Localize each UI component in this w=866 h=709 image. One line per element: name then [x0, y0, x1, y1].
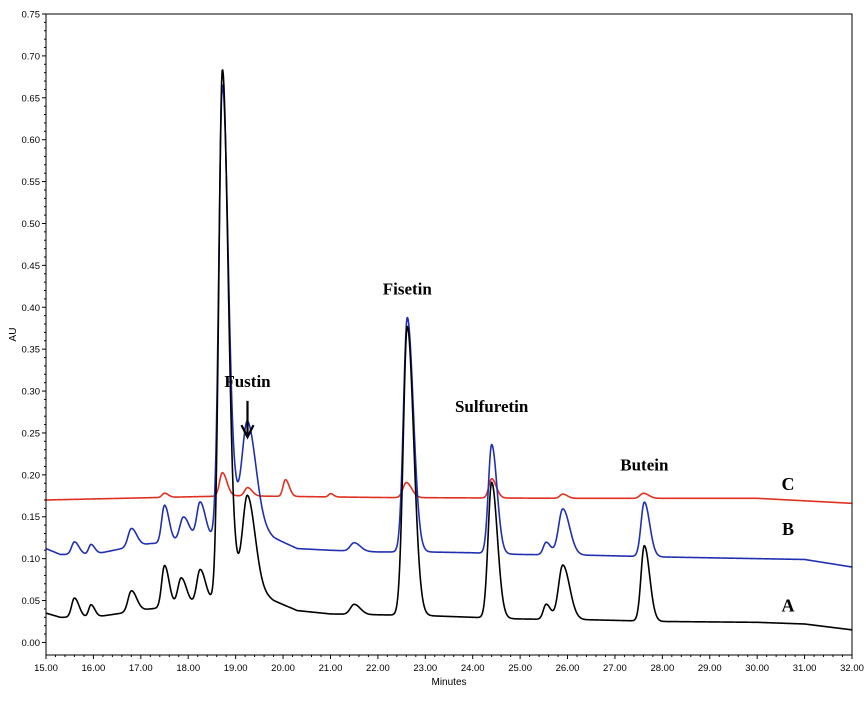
- peak-label: Sulfuretin: [455, 397, 529, 416]
- x-axis-ticks: 15.00 16.00 17.00 18.00 19.00 20.00 21.00 22.00…: [34, 655, 864, 674]
- x-tick-label: 32.00: [840, 663, 864, 674]
- x-tick-label: 16.00: [82, 663, 106, 674]
- peak-label: Fisetin: [383, 280, 433, 299]
- trace-B: [45, 84, 853, 568]
- x-tick-label: 21.00: [319, 663, 343, 674]
- y-tick-label: 0.35: [22, 345, 41, 356]
- y-tick-label: 0.70: [22, 51, 41, 62]
- x-tick-label: 30.00: [745, 663, 769, 674]
- y-tick-label: 0.05: [22, 596, 41, 607]
- x-tick-label: 19.00: [224, 663, 248, 674]
- trace-A: [45, 69, 853, 631]
- y-tick-label: 0.65: [22, 93, 41, 104]
- trace-label-A: A: [781, 595, 794, 615]
- x-tick-label: 20.00: [271, 663, 295, 674]
- y-tick-label: 0.75: [22, 10, 41, 21]
- x-tick-label: 29.00: [698, 663, 722, 674]
- y-tick-label: 0.00: [22, 638, 41, 649]
- x-tick-label: 27.00: [603, 663, 627, 674]
- y-tick-label: 0.50: [22, 219, 41, 230]
- plot-frame: [45, 13, 853, 656]
- x-tick-label: 17.00: [129, 663, 153, 674]
- x-tick-label: 18.00: [176, 663, 200, 674]
- x-axis-title: Minutes: [431, 677, 466, 688]
- y-tick-label: 0.45: [22, 261, 41, 272]
- y-axis-title: AU: [8, 328, 19, 342]
- trace-label-C: C: [781, 474, 794, 494]
- y-tick-label: 0.25: [22, 428, 41, 439]
- x-tick-label: 22.00: [366, 663, 390, 674]
- x-tick-label: 26.00: [556, 663, 580, 674]
- x-tick-label: 23.00: [413, 663, 437, 674]
- x-tick-label: 31.00: [793, 663, 817, 674]
- peak-label: Butein: [620, 456, 669, 475]
- y-tick-label: 0.15: [22, 512, 41, 523]
- trace-label-B: B: [782, 519, 794, 539]
- y-tick-label: 0.60: [22, 135, 41, 146]
- y-tick-label: 0.10: [22, 554, 41, 565]
- y-tick-label: 0.20: [22, 470, 41, 481]
- x-tick-label: 15.00: [34, 663, 58, 674]
- y-tick-label: 0.40: [22, 303, 41, 314]
- peak-annotations: Fustin Fisetin Sulfuretin Butein C B A: [224, 280, 794, 616]
- traces: [45, 69, 853, 631]
- arrow-head: [240, 424, 255, 440]
- x-tick-label: 28.00: [650, 663, 674, 674]
- x-tick-label: 25.00: [508, 663, 532, 674]
- x-tick-label: 24.00: [461, 663, 485, 674]
- trace-C: [45, 471, 853, 505]
- y-axis-ticks: 0.00 0.05 0.10 0.15 0.20 0.25 0.30 0.35 0.40 0.45…: [22, 10, 46, 649]
- y-tick-label: 0.55: [22, 177, 41, 188]
- y-tick-label: 0.30: [22, 387, 41, 398]
- peak-label: Fustin: [224, 372, 271, 391]
